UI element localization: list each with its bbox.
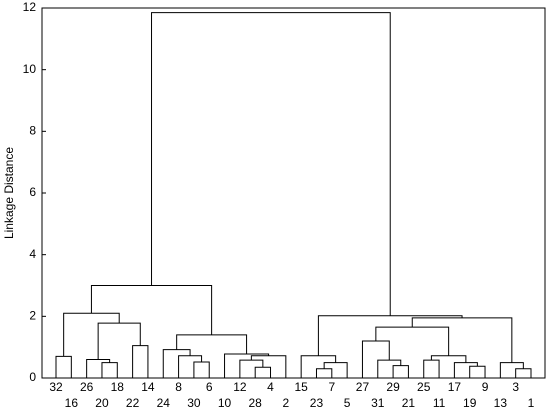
leaf-label: 18 [111,380,125,394]
leaf-label: 31 [371,396,385,410]
leaf-label: 12 [233,380,247,394]
y-tick-label: 12 [23,0,37,14]
merge-link [90,285,213,335]
merge-link [499,362,524,378]
y-tick-label: 0 [29,370,36,384]
merge-link [392,365,409,378]
plot-frame [41,7,546,379]
merge-link [176,334,248,354]
leaf-label: 27 [356,380,370,394]
y-axis-label: Linkage Distance [2,147,16,239]
leaf-label: 11 [433,396,446,410]
leaf-label: 7 [328,380,335,394]
leaf-label: 19 [463,396,477,410]
leaf-label: 25 [417,380,431,394]
leaf-label: 26 [80,380,94,394]
leaf-label: 15 [294,380,308,394]
leaf-label: 8 [175,380,182,394]
leaf-label: 6 [206,380,213,394]
merge-link [323,362,348,378]
leaf-label: 2 [282,396,289,410]
leaf-label: 17 [448,380,462,394]
leaf-label: 1 [528,396,535,410]
leaf-label: 28 [249,396,263,410]
merge-link [132,345,149,378]
merge-link [63,312,120,357]
leaf-label: 32 [49,380,63,394]
leaf-label: 24 [157,396,171,410]
merge-link [254,366,272,378]
merge-link [101,362,118,378]
leaf-label: 13 [494,396,508,410]
y-tick-label: 4 [29,247,36,261]
leaf-label: 21 [402,396,416,410]
merge-link [162,349,191,378]
merge-link [239,359,264,378]
leaf-label: 9 [482,380,489,394]
merge-link [361,340,390,378]
merge-link [315,368,333,378]
merge-link [423,359,440,378]
leaf-label: 23 [310,396,324,410]
leaf-label: 3 [512,380,519,394]
y-tick-label: 10 [23,62,37,76]
merge-link [453,362,478,378]
merge-link [97,322,141,360]
leaf-label: 29 [386,380,400,394]
merge-link [469,365,486,378]
leaf-label: 30 [187,396,201,410]
merge-link [224,353,270,378]
leaf-label: 14 [141,380,155,394]
merge-link [515,368,532,378]
merge-link [430,355,467,363]
merge-link [317,315,463,356]
y-tick-label: 6 [29,185,36,199]
leaf-label: 5 [344,396,351,410]
leaf-label: 10 [218,396,232,410]
merge-link [377,359,402,378]
y-tick-label: 8 [29,124,36,138]
leaf-label: 4 [267,380,274,394]
leaf-label: 16 [65,396,79,410]
merge-link [178,355,203,378]
merge-link [55,355,72,378]
merge-link [300,355,337,378]
y-tick-label: 2 [29,309,36,323]
merge-link [151,12,391,316]
merge-link [193,361,210,378]
leaf-label: 20 [95,396,109,410]
leaf-label: 22 [126,396,140,410]
